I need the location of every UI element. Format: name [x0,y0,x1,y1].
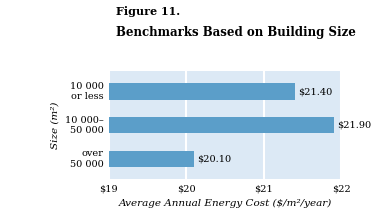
Text: $21.40: $21.40 [298,87,332,96]
X-axis label: Average Annual Energy Cost ($/m²/year): Average Annual Energy Cost ($/m²/year) [118,199,332,208]
Bar [109,117,334,133]
Y-axis label: Size (m²): Size (m²) [50,102,59,149]
Text: $20.10: $20.10 [197,154,231,164]
Text: Benchmarks Based on Building Size: Benchmarks Based on Building Size [116,26,356,39]
Bar [109,151,194,167]
Text: $21.90: $21.90 [337,121,371,130]
Bar [109,83,295,100]
Text: Figure 11.: Figure 11. [116,6,180,17]
